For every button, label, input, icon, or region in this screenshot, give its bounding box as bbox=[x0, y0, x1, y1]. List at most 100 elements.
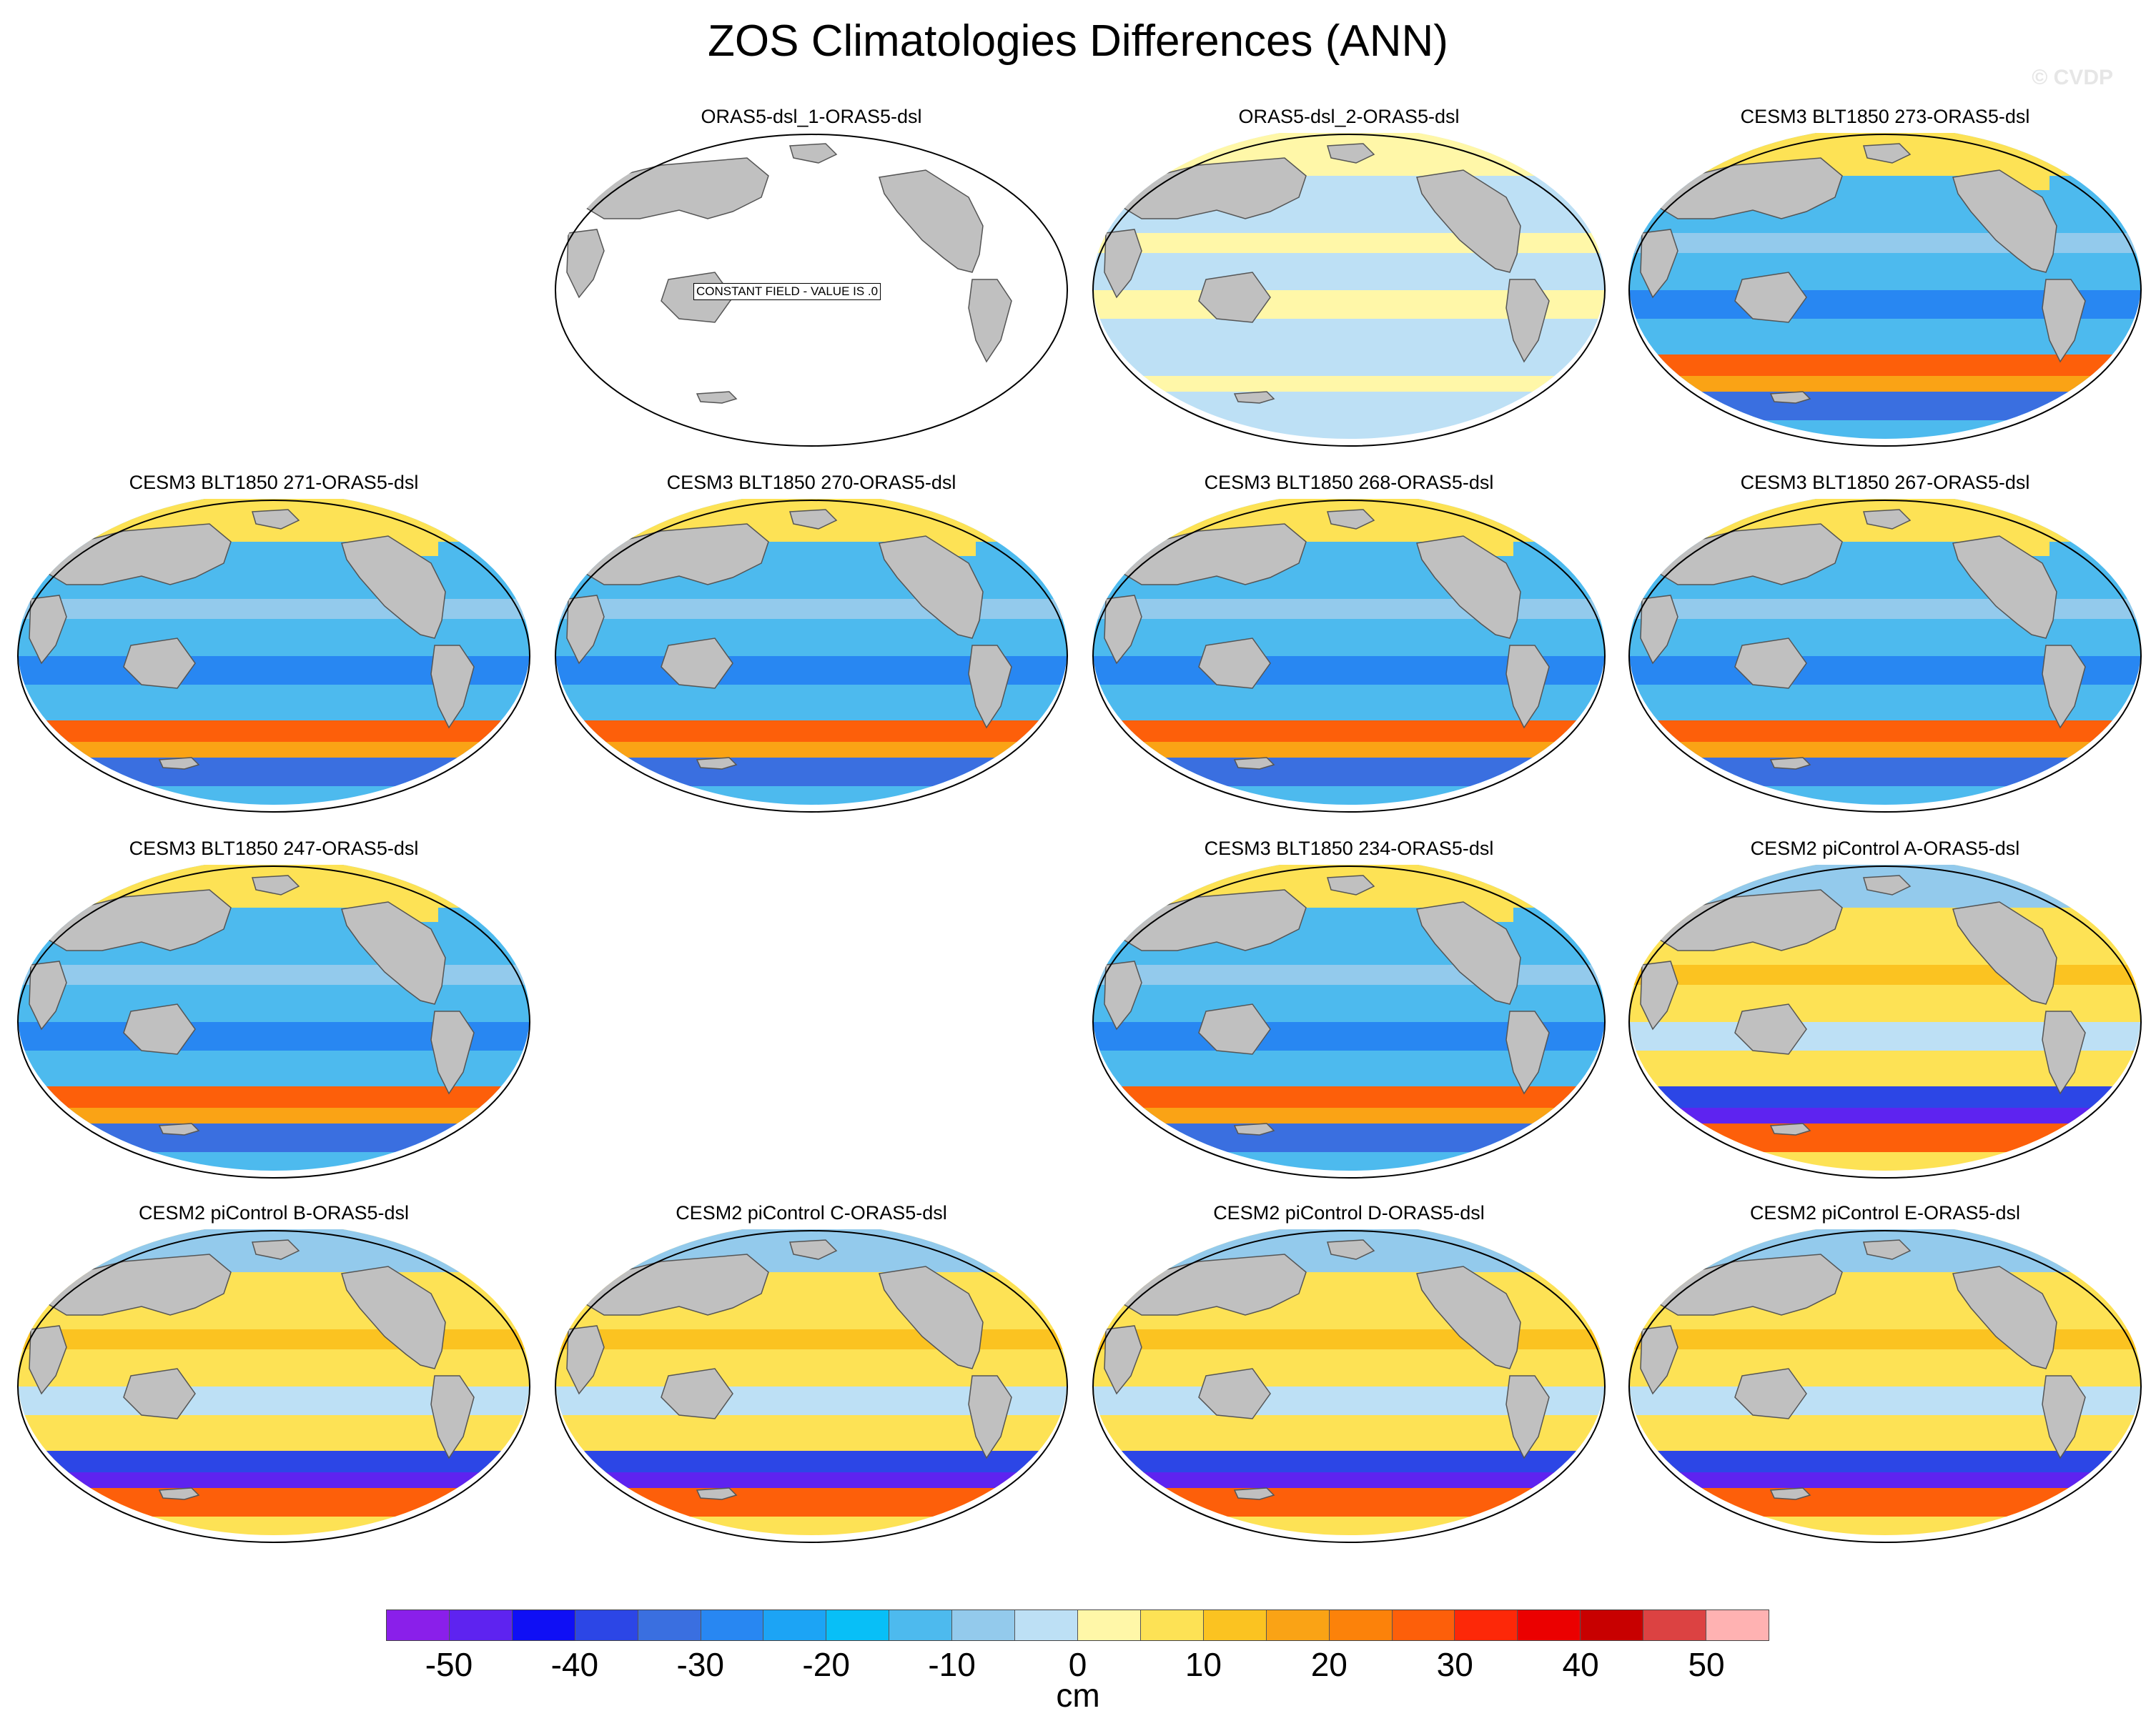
land-eu bbox=[1112, 157, 1307, 219]
southern-ocean-band bbox=[1093, 1086, 1605, 1108]
map-border bbox=[1092, 500, 1606, 813]
world-map bbox=[555, 1229, 1068, 1543]
colorbar bbox=[386, 1610, 1769, 1641]
colorbar-tick-label: 0 bbox=[1068, 1646, 1087, 1683]
equatorial-band bbox=[1629, 965, 2141, 985]
world-map bbox=[1092, 133, 1606, 447]
land-eu bbox=[1648, 889, 1843, 951]
colorbar-tick-label: -30 bbox=[676, 1646, 725, 1683]
colorbar-box bbox=[889, 1610, 953, 1640]
land-sa bbox=[1505, 1375, 1550, 1459]
land-eu bbox=[1648, 157, 1843, 219]
colorbar-box bbox=[763, 1610, 827, 1640]
land-au bbox=[661, 1368, 733, 1419]
panel-title: CESM3 BLT1850 267-ORAS5-dsl bbox=[1740, 472, 2030, 493]
southern-ocean-band bbox=[18, 742, 530, 758]
colorbar-tick-label: -40 bbox=[550, 1646, 599, 1683]
colorbar-tick-label: -10 bbox=[928, 1646, 976, 1683]
antarctic-band bbox=[1093, 1488, 1605, 1517]
land-gr bbox=[1327, 143, 1375, 164]
panel-title: CESM3 BLT1850 271-ORAS5-dsl bbox=[129, 472, 419, 493]
watermark: © CVDP bbox=[2032, 66, 2113, 89]
antarctic-band bbox=[1093, 1124, 1605, 1152]
land-ant bbox=[1769, 1123, 1811, 1136]
colorbar-box bbox=[638, 1610, 701, 1640]
southern-ocean-band bbox=[1629, 1451, 2141, 1472]
colorbar-units: cm bbox=[1056, 1677, 1100, 1714]
southern-ocean-band bbox=[1093, 720, 1605, 742]
colorbar-box bbox=[1455, 1610, 1518, 1640]
panel-title: CESM3 BLT1850 273-ORAS5-dsl bbox=[1740, 106, 2030, 127]
land-af bbox=[1104, 229, 1142, 299]
land-au bbox=[1734, 1003, 1807, 1055]
land-sa bbox=[1505, 279, 1550, 363]
colorbar-tick-label: 10 bbox=[1185, 1646, 1222, 1683]
land-au bbox=[123, 638, 196, 689]
land-af bbox=[1640, 229, 1678, 299]
colorbar-tick-label: 30 bbox=[1436, 1646, 1473, 1683]
colorbar-box bbox=[1077, 1610, 1141, 1640]
map-border bbox=[17, 1230, 530, 1543]
land-sa bbox=[1505, 1011, 1550, 1095]
panel-title: CESM3 BLT1850 247-ORAS5-dsl bbox=[129, 838, 419, 859]
land-na bbox=[1952, 535, 2057, 639]
southern-ocean-band bbox=[18, 1472, 530, 1488]
map-border bbox=[17, 500, 530, 813]
southern-ocean-band bbox=[1093, 1108, 1605, 1124]
land-ant bbox=[1233, 1123, 1275, 1136]
panel-title: CESM2 piControl A-ORAS5-dsl bbox=[1750, 838, 2020, 859]
equatorial-band bbox=[1629, 599, 2141, 619]
land-na bbox=[1416, 901, 1521, 1005]
antarctic-band bbox=[555, 758, 1067, 786]
southern-ocean-band bbox=[18, 720, 530, 742]
land-gr bbox=[1863, 875, 1912, 896]
world-map bbox=[1628, 133, 2142, 447]
southern-ocean-band bbox=[1093, 354, 1605, 376]
land-ant bbox=[158, 1123, 200, 1136]
land-gr bbox=[1327, 509, 1375, 530]
southern-ocean-band bbox=[1093, 742, 1605, 758]
land-gr bbox=[789, 1239, 838, 1260]
colorbar-box bbox=[826, 1610, 890, 1640]
land-na bbox=[1952, 169, 2057, 273]
world-map bbox=[17, 1229, 530, 1543]
colorbar-box bbox=[1329, 1610, 1393, 1640]
antarctic-band bbox=[18, 1488, 530, 1517]
land-eu bbox=[575, 1254, 769, 1316]
land-ant bbox=[696, 757, 738, 770]
antarctic-band bbox=[1629, 758, 2141, 786]
land-eu bbox=[575, 157, 769, 219]
land-sa bbox=[968, 645, 1012, 729]
colorbar-box bbox=[387, 1610, 450, 1640]
land-na bbox=[341, 1266, 446, 1369]
world-map bbox=[1628, 499, 2142, 813]
map-panel: CESM3 BLT1850 267-ORAS5-dsl bbox=[1617, 472, 2153, 829]
southern-ocean-band bbox=[1093, 1451, 1605, 1472]
antarctic-band bbox=[1629, 392, 2141, 420]
equatorial-band bbox=[1629, 1329, 2141, 1349]
panel-title: CESM3 BLT1850 270-ORAS5-dsl bbox=[666, 472, 956, 493]
map-border bbox=[1092, 134, 1606, 447]
land-eu bbox=[37, 1254, 232, 1316]
land-gr bbox=[1863, 509, 1912, 530]
land-af bbox=[29, 1325, 67, 1395]
antarctic-band bbox=[18, 1124, 530, 1152]
land-na bbox=[1416, 535, 1521, 639]
map-panel: CESM3 BLT1850 273-ORAS5-dsl bbox=[1617, 106, 2153, 463]
land-au bbox=[1734, 638, 1807, 689]
equatorial-band bbox=[555, 1329, 1067, 1349]
land-na bbox=[1416, 1266, 1521, 1369]
colorbar-box bbox=[1581, 1610, 1644, 1640]
panel-title: ORAS5-dsl_2-ORAS5-dsl bbox=[1238, 106, 1460, 127]
antarctic-band bbox=[1093, 758, 1605, 786]
land-na bbox=[1416, 169, 1521, 273]
southern-ocean-band bbox=[1629, 720, 2141, 742]
land-af bbox=[566, 1325, 605, 1395]
land-ant bbox=[1769, 391, 1811, 404]
land-sa bbox=[430, 645, 475, 729]
map-border bbox=[1628, 500, 2142, 813]
land-af bbox=[1104, 595, 1142, 665]
land-eu bbox=[1112, 523, 1307, 585]
map-border bbox=[555, 500, 1068, 813]
antarctic-band bbox=[555, 1488, 1067, 1517]
